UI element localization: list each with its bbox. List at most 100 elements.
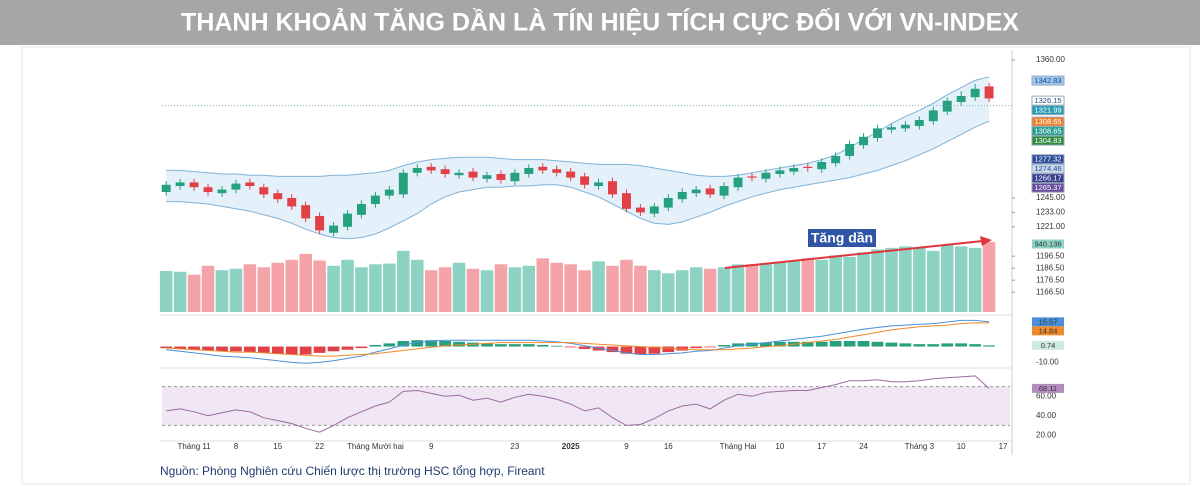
volume-bar [745, 264, 759, 312]
volume-bar [508, 267, 522, 312]
candle-body [468, 171, 478, 178]
volume-bar [787, 261, 801, 312]
volume-bar [968, 247, 982, 312]
source-note: Nguồn: Phòng Nghiên cứu Chiến lược thị t… [160, 464, 545, 478]
candle-body [649, 206, 659, 214]
volume-bar [648, 270, 661, 312]
price-tag [1031, 135, 1065, 146]
macd-bar [439, 341, 451, 347]
volume-bar [494, 264, 508, 312]
volume-bar [606, 265, 619, 312]
candle-body [789, 168, 799, 172]
candle-body [217, 189, 227, 194]
candle-body [566, 171, 576, 178]
price-tag-label: 1304.83 [1034, 136, 1061, 145]
candle-body [845, 144, 855, 156]
macd-bar [662, 346, 675, 353]
candle-body [245, 182, 255, 186]
macd-bar [230, 346, 242, 352]
macd-bar [718, 344, 730, 347]
macd-tag [1032, 317, 1064, 327]
x-tick-label: 17 [999, 442, 1008, 451]
candle-body [398, 172, 408, 195]
macd-bar [216, 346, 228, 352]
price-tag-label: 1274.46 [1034, 164, 1061, 173]
volume-bar [383, 263, 396, 312]
macd-tag-label: 14.84 [1039, 326, 1058, 335]
macd-bar [732, 343, 744, 347]
rsi-tag [1032, 383, 1064, 393]
macd-bar [425, 340, 438, 347]
macd-tag [1032, 326, 1064, 336]
macd-bar [453, 341, 465, 347]
macd-bar [522, 344, 535, 347]
x-tick-label: 9 [429, 442, 434, 451]
annotation-box [808, 229, 876, 247]
macd-bar [913, 344, 926, 347]
price-tag [1031, 105, 1065, 116]
macd-bar [774, 341, 786, 347]
price-tag-label: 1266.17 [1034, 174, 1061, 183]
candle-body [161, 184, 171, 192]
macd-bar [578, 346, 591, 349]
volume-bar [731, 264, 745, 312]
x-tick-label: 10 [775, 442, 784, 451]
volume-bar [299, 253, 312, 312]
macd-bar [969, 344, 981, 347]
volume-bar [536, 258, 550, 312]
macd-bar [801, 341, 814, 347]
candle-body [956, 96, 966, 102]
macd-tag [1032, 340, 1064, 350]
volume-bar [257, 267, 271, 312]
y-tick-label: 1196.50 [1036, 251, 1065, 260]
volume-bar [313, 260, 326, 312]
price-tag-label: 1265.37 [1034, 183, 1061, 192]
macd-bar [941, 343, 954, 347]
volume-tag-label: 940.136 [1034, 239, 1061, 248]
volume-bar [173, 271, 187, 312]
volume-bar [271, 262, 285, 312]
volume-bar [662, 273, 675, 312]
y-tick-label: 60.00 [1036, 391, 1057, 400]
candle-body [635, 207, 645, 213]
macd-bar [299, 346, 312, 355]
candle-body [775, 170, 785, 174]
trend-arrow [724, 240, 984, 269]
macd-bar [244, 346, 256, 353]
macd-bar [509, 344, 521, 347]
candle-body [538, 166, 548, 171]
volume-bar [159, 271, 173, 312]
y-tick-label: 1360.00 [1036, 55, 1065, 64]
x-tick-label: 23 [510, 442, 519, 451]
y-tick-label: 1245.00 [1036, 193, 1065, 202]
candle-body [677, 192, 687, 200]
x-tick-label: 9 [624, 442, 629, 451]
price-tag-label: 1321.99 [1034, 106, 1061, 115]
x-tick-label: 16 [664, 442, 673, 451]
candle-body [705, 188, 715, 195]
volume-bar [801, 258, 815, 312]
candle-body [747, 176, 757, 178]
candle-body [287, 198, 297, 207]
macd-bar [495, 344, 507, 347]
volume-bar [592, 261, 605, 312]
volume-bar [773, 262, 787, 312]
rsi-band [162, 386, 1010, 426]
macd-bar [341, 346, 354, 350]
price-tag-label: 1308.65 [1034, 127, 1061, 136]
macd-bar [355, 346, 368, 349]
macd-bar [550, 345, 563, 347]
y-tick-label: -10.00 [1036, 358, 1059, 367]
macd-bar [174, 346, 186, 349]
volume-bar [871, 249, 884, 312]
candle-body [831, 156, 841, 164]
candle-body [426, 166, 436, 171]
candle-body [886, 127, 896, 130]
macd-bar [885, 342, 898, 347]
title-banner [0, 0, 1200, 45]
macd-bar [927, 344, 940, 347]
y-tick-label: 1233.00 [1036, 208, 1065, 217]
volume-bar [634, 265, 647, 312]
macd-bar [634, 346, 647, 355]
